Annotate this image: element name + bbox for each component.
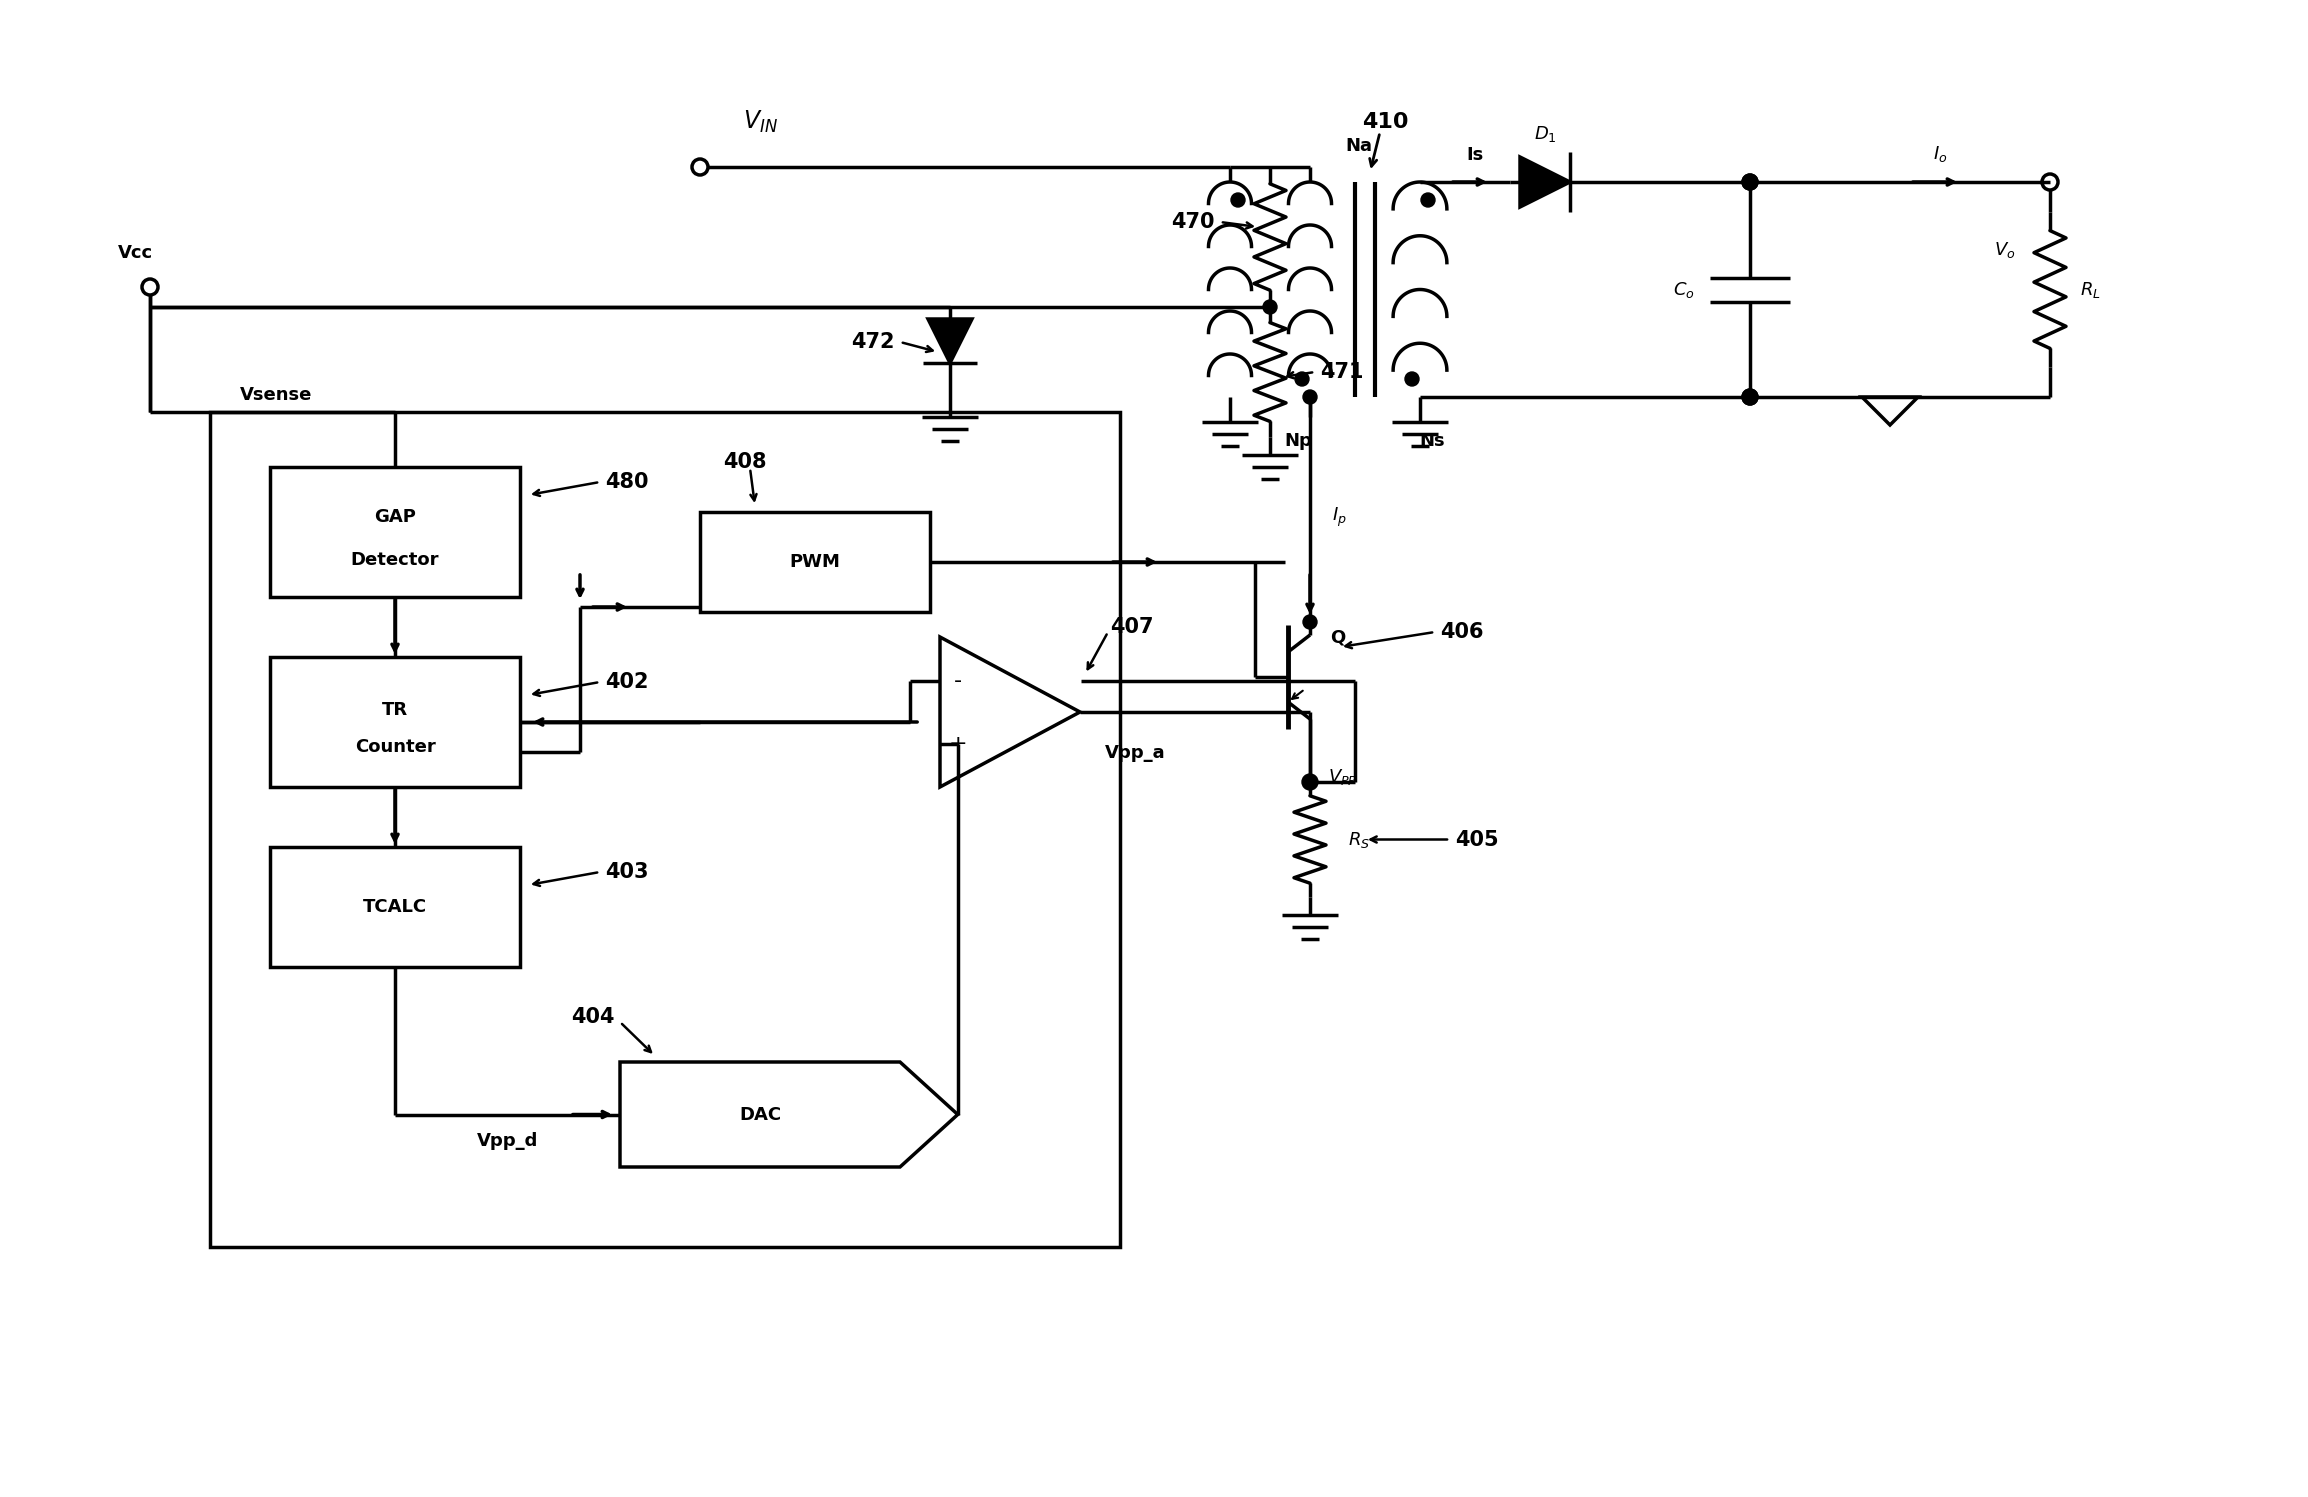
Text: 472: 472 bbox=[852, 332, 896, 352]
Circle shape bbox=[1406, 371, 1419, 386]
Text: 405: 405 bbox=[1454, 829, 1498, 849]
Text: $C_o$: $C_o$ bbox=[1673, 280, 1694, 299]
Text: 404: 404 bbox=[572, 1007, 614, 1027]
Text: Np: Np bbox=[1283, 433, 1311, 451]
Text: TR: TR bbox=[381, 701, 409, 719]
Text: 403: 403 bbox=[605, 862, 649, 882]
Text: $V_o$: $V_o$ bbox=[1994, 240, 2015, 259]
Text: Vsense: Vsense bbox=[240, 386, 312, 404]
Text: Na: Na bbox=[1346, 138, 1371, 156]
Text: PWM: PWM bbox=[789, 552, 840, 570]
Bar bbox=[210, 412, 1119, 1247]
Circle shape bbox=[1304, 391, 1318, 404]
Text: TCALC: TCALC bbox=[362, 898, 427, 916]
Text: 410: 410 bbox=[1362, 112, 1408, 132]
Text: $V_{PP}$: $V_{PP}$ bbox=[1327, 766, 1357, 787]
Text: $R_L$: $R_L$ bbox=[2080, 280, 2100, 299]
Text: 407: 407 bbox=[1110, 617, 1154, 638]
Circle shape bbox=[1422, 193, 1436, 207]
Polygon shape bbox=[928, 319, 972, 362]
Text: Q: Q bbox=[1329, 629, 1346, 647]
Text: Counter: Counter bbox=[355, 738, 436, 756]
Text: Vpp_d: Vpp_d bbox=[478, 1133, 538, 1151]
Bar bbox=[699, 512, 930, 612]
Circle shape bbox=[1302, 774, 1318, 790]
Text: $R_S$: $R_S$ bbox=[1348, 829, 1371, 849]
Text: $I_p$: $I_p$ bbox=[1332, 506, 1348, 528]
Text: 408: 408 bbox=[722, 452, 766, 472]
Text: GAP: GAP bbox=[374, 507, 415, 525]
Text: DAC: DAC bbox=[739, 1105, 780, 1124]
Circle shape bbox=[1295, 371, 1309, 386]
Text: Is: Is bbox=[1466, 147, 1484, 165]
Circle shape bbox=[1743, 174, 1759, 190]
Circle shape bbox=[1230, 193, 1244, 207]
Text: Vcc: Vcc bbox=[118, 244, 152, 262]
Polygon shape bbox=[1521, 157, 1569, 207]
Text: 470: 470 bbox=[1172, 213, 1214, 232]
Text: 471: 471 bbox=[1320, 362, 1364, 382]
Circle shape bbox=[1743, 174, 1759, 190]
Bar bbox=[270, 847, 519, 967]
Text: 406: 406 bbox=[1440, 621, 1484, 642]
Bar bbox=[270, 657, 519, 787]
Circle shape bbox=[1743, 389, 1759, 406]
Text: Ns: Ns bbox=[1419, 433, 1445, 451]
Text: 402: 402 bbox=[605, 672, 649, 692]
Text: Detector: Detector bbox=[351, 551, 439, 569]
Text: Vpp_a: Vpp_a bbox=[1106, 744, 1166, 762]
Circle shape bbox=[1304, 615, 1318, 629]
Text: $D_1$: $D_1$ bbox=[1533, 124, 1556, 144]
Text: +: + bbox=[949, 734, 967, 753]
Circle shape bbox=[1262, 299, 1276, 314]
Text: -: - bbox=[953, 671, 962, 690]
Circle shape bbox=[1743, 389, 1759, 406]
Text: $V_{IN}$: $V_{IN}$ bbox=[743, 109, 778, 135]
Text: $I_o$: $I_o$ bbox=[1932, 144, 1948, 165]
Bar bbox=[270, 467, 519, 597]
Text: 480: 480 bbox=[605, 472, 649, 493]
